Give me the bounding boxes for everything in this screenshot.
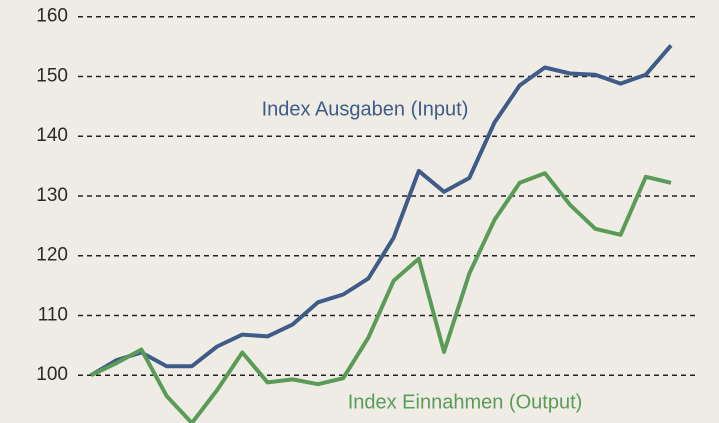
y-tick-label: 140	[36, 125, 68, 146]
y-tick-label: 160	[36, 6, 68, 27]
series-line	[90, 171, 672, 423]
y-tick-label: 120	[36, 245, 68, 266]
series-line	[89, 44, 673, 377]
series-label: Index Einnahmen (Output)	[348, 391, 583, 413]
series-label: Index Ausgaben (Input)	[262, 98, 469, 120]
y-tick-label: 150	[36, 65, 68, 86]
y-tick-label: 110	[38, 304, 68, 325]
y-tick-label: 130	[36, 185, 68, 206]
y-tick-label: 100	[36, 364, 68, 385]
